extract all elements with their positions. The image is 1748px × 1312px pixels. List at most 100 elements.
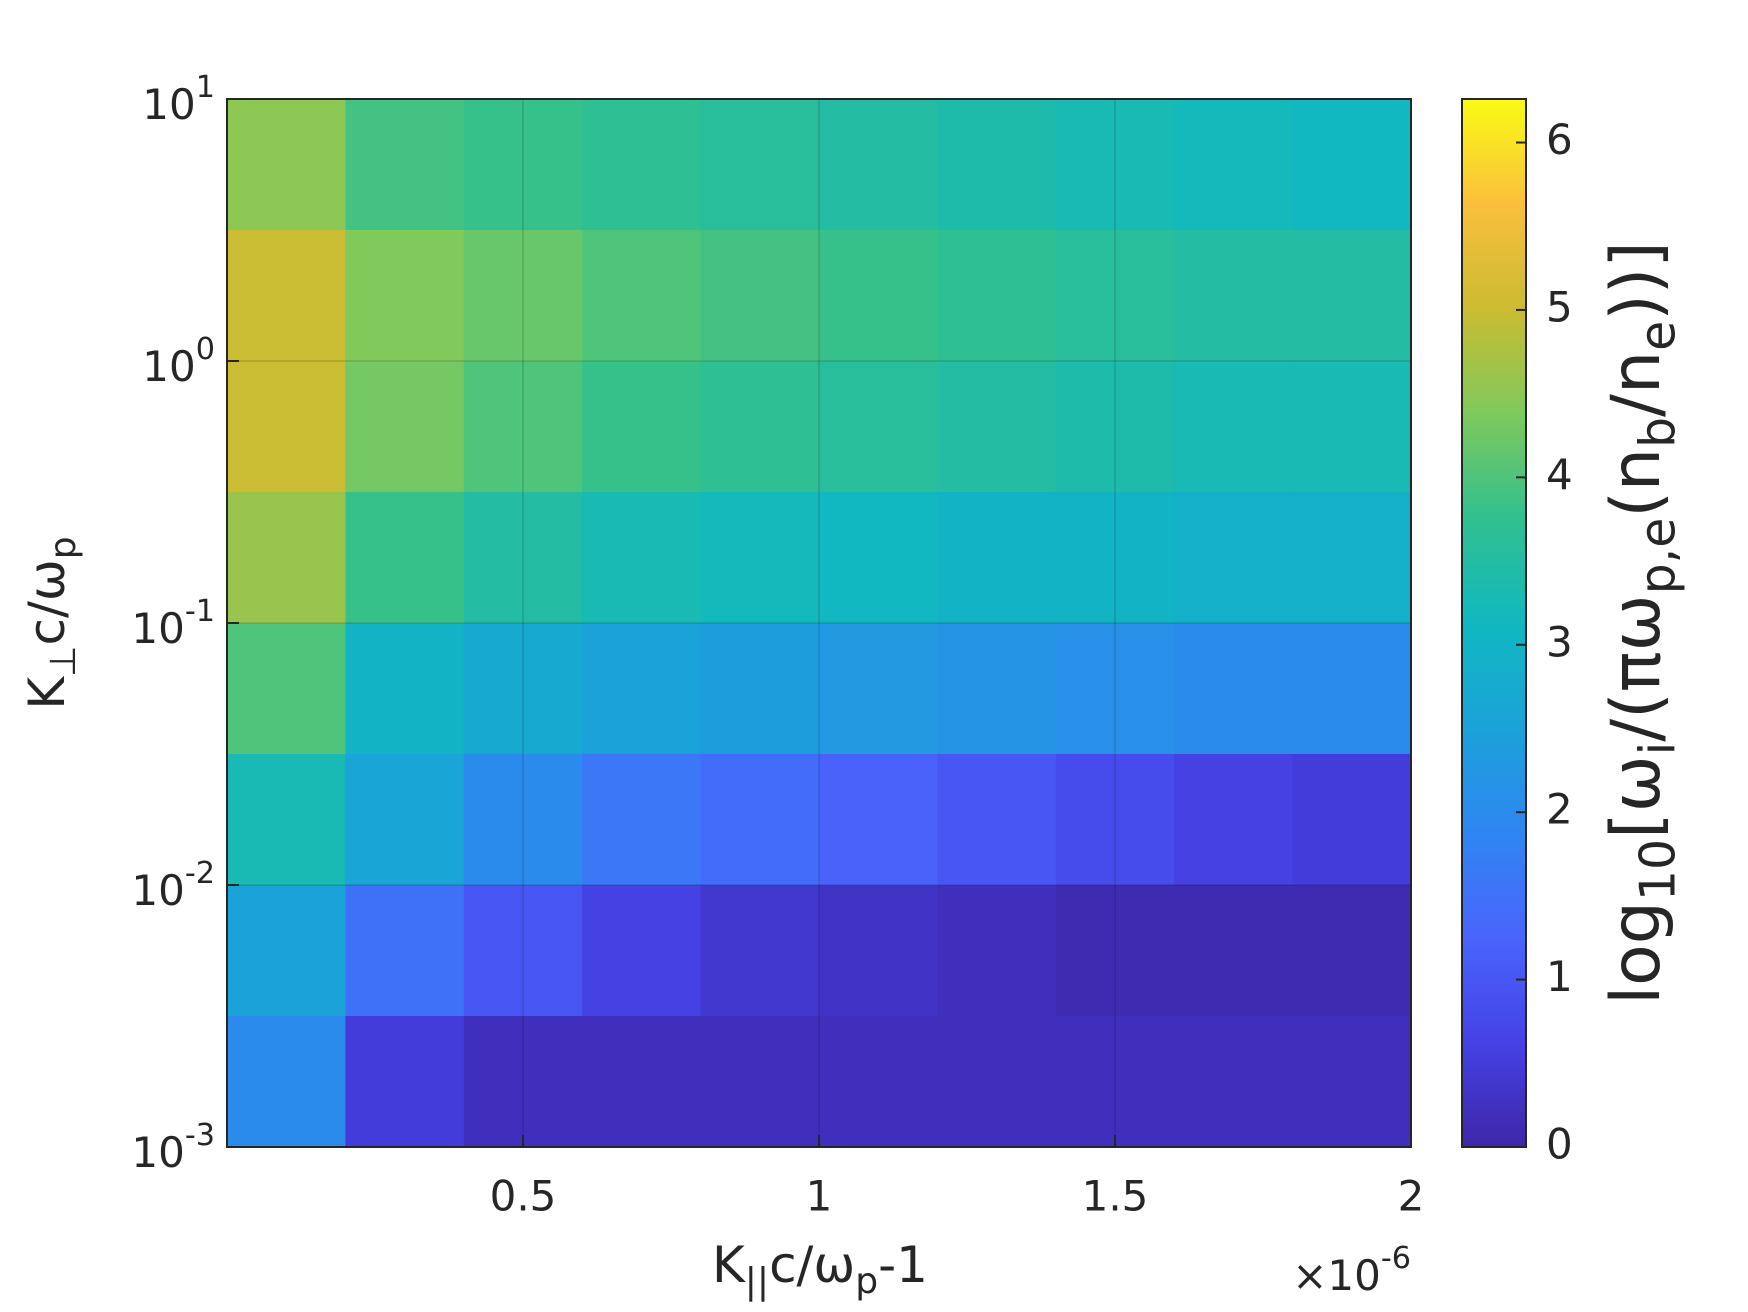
heatmap-cell (937, 1015, 1057, 1148)
heatmap-cell (227, 1015, 347, 1148)
x-multiplier: ×10-6 (1292, 1241, 1411, 1300)
heatmap-cell (1292, 753, 1412, 886)
heatmap-cell (1292, 491, 1412, 624)
heatmap-cell (463, 753, 584, 886)
heatmap-cell (227, 753, 347, 886)
heatmap-cell (582, 491, 702, 624)
heatmap-cell (345, 753, 465, 886)
colorbar-tick-label: 4 (1546, 450, 1573, 499)
heatmap-cell (937, 623, 1057, 755)
heatmap-cell (1292, 99, 1412, 231)
x-tick-label: 2 (1398, 1172, 1425, 1221)
heatmap-cell (819, 491, 939, 624)
heatmap-cell (582, 361, 702, 493)
heatmap-cell (1292, 885, 1412, 1017)
heatmap-cell (345, 885, 465, 1017)
heatmap-cell (819, 885, 939, 1017)
heatmap-cell (1292, 623, 1412, 755)
heatmap-cell (463, 623, 584, 755)
heatmap-cell (1292, 1015, 1412, 1148)
heatmap-cell (582, 623, 702, 755)
y-tick-label: 10-1 (131, 594, 215, 653)
heatmap-cell (463, 99, 584, 231)
heatmap-cell (227, 491, 347, 624)
heatmap-cell (1174, 361, 1294, 493)
heatmap-cell (582, 753, 702, 886)
colorbar-tick-label: 5 (1546, 282, 1573, 331)
heatmap-cell (700, 1015, 820, 1148)
colorbar-tick-label: 1 (1546, 952, 1573, 1001)
x-tick-label: 0.5 (490, 1172, 557, 1221)
heatmap-cell (1292, 229, 1412, 362)
heatmap-cell (1055, 99, 1176, 231)
colorbar-tick-label: 0 (1546, 1120, 1573, 1169)
heatmap-cell (700, 361, 820, 493)
heatmap-cell (227, 361, 347, 493)
colorbar (1462, 99, 1526, 1147)
heatmap-cell (582, 1015, 702, 1148)
heatmap-cell (345, 361, 465, 493)
heatmap-cell (345, 1015, 465, 1148)
x-tick-label: 1 (806, 1172, 833, 1221)
heatmap-cell (463, 885, 584, 1017)
heatmap-cell (700, 491, 820, 624)
heatmap-cell (1055, 491, 1176, 624)
heatmap-cell (700, 753, 820, 886)
heatmap-cell (700, 229, 820, 362)
heatmap-cell (1055, 885, 1176, 1017)
y-tick-label: 10-2 (131, 856, 215, 915)
y-tick-label: 100 (142, 332, 215, 391)
y-tick-label: 101 (142, 70, 215, 129)
heatmap-cell (1055, 361, 1176, 493)
heatmap-cell (937, 361, 1057, 493)
colorbar-tick-label: 6 (1546, 115, 1573, 164)
heatmap-cell (582, 885, 702, 1017)
heatmap-cell (1174, 885, 1294, 1017)
heatmap-cell (582, 99, 702, 231)
y-axis-label: K⊥c/ωp (18, 536, 85, 709)
heatmap-cell (1055, 1015, 1176, 1148)
colorbar-tick-label: 3 (1546, 617, 1573, 666)
heatmap-cell (937, 99, 1057, 231)
heatmap-cell (937, 885, 1057, 1017)
heatmap-cell (1174, 623, 1294, 755)
heatmap-cell (819, 1015, 939, 1148)
heatmap-cell (700, 99, 820, 231)
heatmap-cell (463, 1015, 584, 1148)
heatmap-cell (819, 753, 939, 886)
heatmap-cell (1292, 361, 1412, 493)
heatmap-cell (345, 623, 465, 755)
heatmap-cell (819, 229, 939, 362)
colorbar-label: log10[ωi/(πωp,e(nb/ne))] (1597, 241, 1686, 1005)
overlay (226, 98, 1412, 1148)
heatmap-cell (819, 623, 939, 755)
x-axis-label: K||c/ωp-1 (712, 1236, 928, 1303)
colorbar-tick-label: 2 (1546, 785, 1573, 834)
heatmap (227, 99, 1412, 1148)
heatmap-cell (1174, 753, 1294, 886)
heatmap-cell (700, 885, 820, 1017)
heatmap-cell (1174, 1015, 1294, 1148)
heatmap-cell (1055, 229, 1176, 362)
heatmap-cell (345, 229, 465, 362)
heatmap-cell (227, 885, 347, 1017)
heatmap-cell (937, 491, 1057, 624)
heatmap-cell (700, 623, 820, 755)
heatmap-cell (1055, 623, 1176, 755)
heatmap-cell (463, 491, 584, 624)
heatmap-cell (1174, 229, 1294, 362)
heatmap-cell (227, 623, 347, 755)
heatmap-cell (227, 99, 347, 231)
heatmap-cell (227, 229, 347, 362)
x-tick-label: 1.5 (1082, 1172, 1149, 1221)
heatmap-cell (1055, 753, 1176, 886)
heatmap-cell (819, 99, 939, 231)
heatmap-cell (345, 99, 465, 231)
heatmap-cell (582, 229, 702, 362)
heatmap-cell (463, 361, 584, 493)
heatmap-cell (937, 229, 1057, 362)
heatmap-cell (937, 753, 1057, 886)
heatmap-cell (463, 229, 584, 362)
heatmap-cell (1174, 99, 1294, 231)
